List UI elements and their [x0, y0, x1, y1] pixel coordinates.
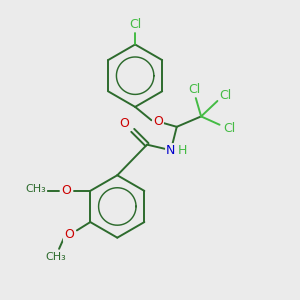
Text: Cl: Cl [188, 83, 200, 96]
Text: H: H [178, 144, 188, 157]
Text: O: O [61, 184, 71, 197]
Text: O: O [153, 115, 163, 128]
Text: N: N [166, 144, 176, 157]
Text: CH₃: CH₃ [46, 252, 67, 262]
Text: Cl: Cl [223, 122, 235, 135]
Text: Cl: Cl [129, 18, 141, 32]
Text: Cl: Cl [220, 88, 232, 101]
Text: CH₃: CH₃ [26, 184, 46, 194]
Text: O: O [119, 117, 129, 130]
Text: O: O [64, 228, 74, 241]
